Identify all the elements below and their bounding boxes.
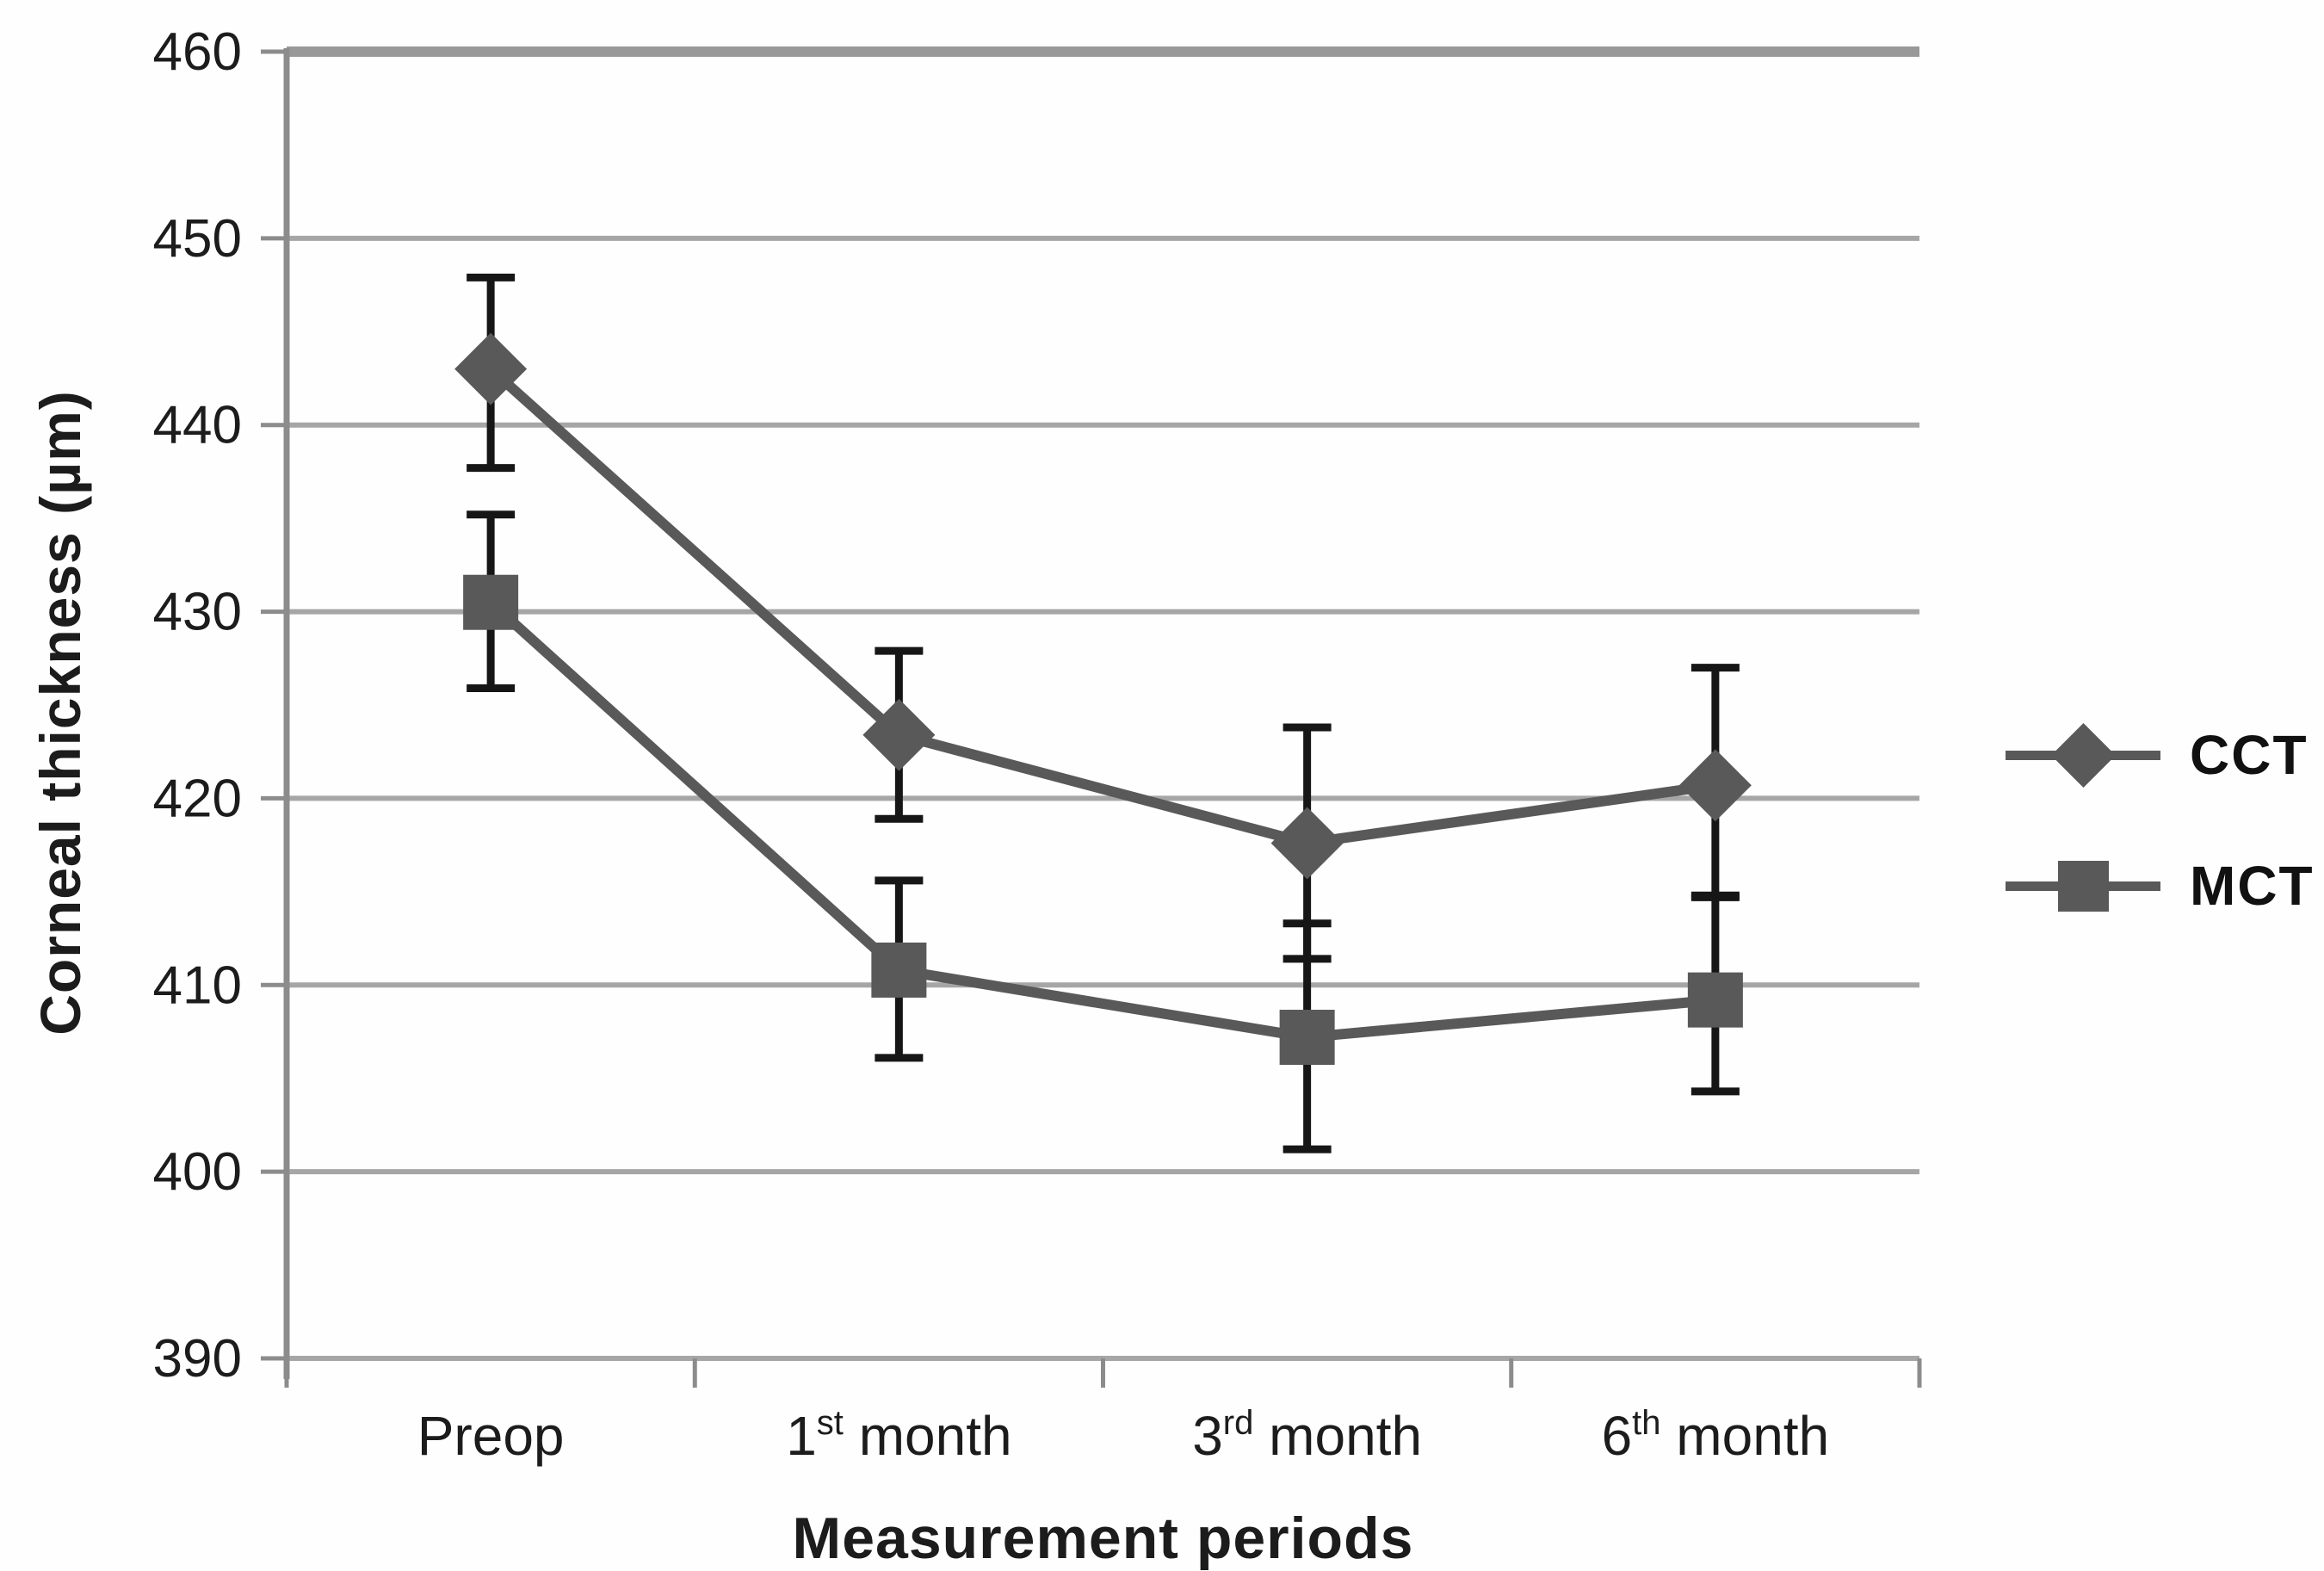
x-category-label: 1st month bbox=[786, 1404, 1011, 1467]
y-tick-label: 390 bbox=[153, 1329, 242, 1389]
diamond-marker bbox=[862, 698, 936, 771]
y-tick-label: 460 bbox=[153, 22, 242, 82]
diamond-marker-icon bbox=[2051, 723, 2116, 788]
legend-label-cct: CCT bbox=[2190, 724, 2309, 786]
y-tick-label: 400 bbox=[153, 1142, 242, 1202]
square-marker-icon bbox=[2058, 861, 2109, 912]
y-axis-title: Corneal thickness (µm) bbox=[28, 390, 92, 1036]
y-tick-label: 430 bbox=[153, 583, 242, 642]
x-axis-title: Measurement periods bbox=[792, 1506, 1414, 1571]
mct-legend-swatch bbox=[2006, 838, 2160, 933]
diamond-marker bbox=[1678, 749, 1752, 822]
diamond-marker bbox=[454, 332, 528, 405]
square-marker bbox=[463, 574, 519, 630]
series-line-cct bbox=[487, 365, 1716, 849]
x-category-label: 3rd month bbox=[1192, 1404, 1422, 1467]
legend-item-mct: MCT bbox=[2006, 838, 2315, 933]
legend-label-mct: MCT bbox=[2190, 855, 2315, 917]
y-tick-label: 440 bbox=[153, 396, 242, 455]
legend: CCT MCT bbox=[2006, 708, 2315, 933]
y-tick-label: 420 bbox=[153, 769, 242, 828]
legend-item-cct: CCT bbox=[2006, 708, 2315, 802]
diamond-marker bbox=[1270, 807, 1344, 880]
square-marker bbox=[871, 942, 927, 998]
square-marker bbox=[1687, 972, 1743, 1028]
x-category-label: Preop bbox=[417, 1405, 565, 1467]
cct-legend-swatch bbox=[2006, 708, 2160, 802]
series-line-mct bbox=[487, 598, 1716, 1043]
y-tick-label: 450 bbox=[153, 209, 242, 269]
x-category-label: 6th month bbox=[1602, 1404, 1830, 1467]
square-marker bbox=[1279, 1010, 1335, 1066]
y-tick-label: 410 bbox=[153, 956, 242, 1015]
